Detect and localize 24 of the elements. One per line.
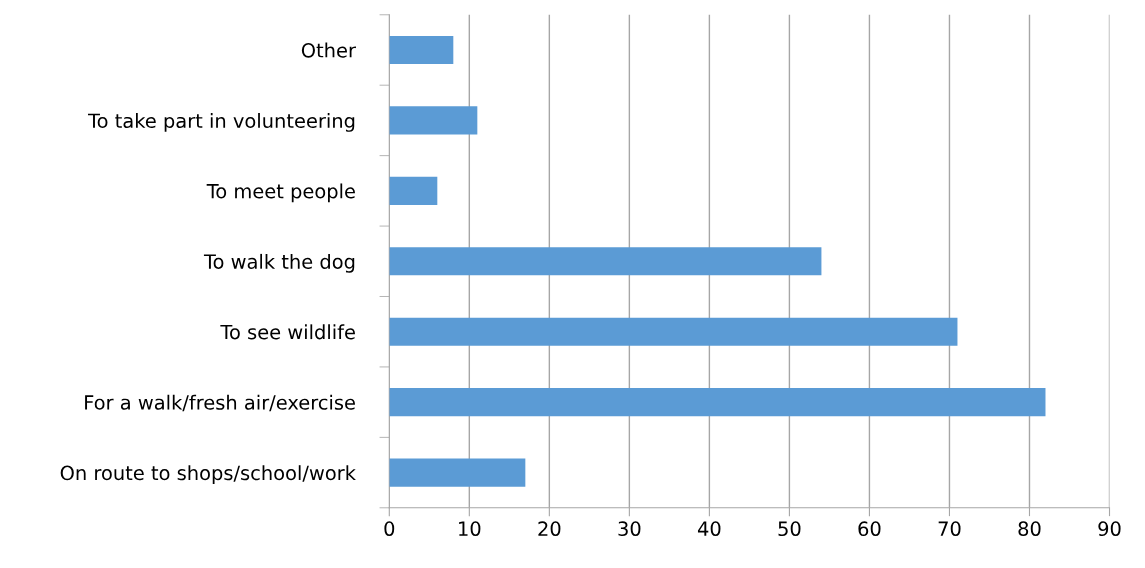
x-tick-label: 10	[459, 521, 481, 537]
bar	[389, 35, 454, 65]
x-tick-label: 30	[618, 521, 641, 537]
y-tick-label: To take part in volunteering	[87, 113, 355, 132]
x-tick-label: 60	[858, 521, 881, 537]
y-tick-label: On route to shops/school/work	[60, 465, 356, 485]
y-tick-label: To walk the dog	[203, 253, 355, 273]
bar	[389, 458, 526, 487]
x-tick-label: 70	[938, 521, 961, 537]
x-tick-label: 90	[1098, 521, 1121, 537]
bar	[389, 176, 438, 205]
bar	[389, 106, 478, 135]
x-tick-label: 50	[778, 521, 801, 537]
y-tick-label: Other	[301, 42, 356, 58]
y-tick-label: For a walk/fresh air/exercise	[85, 394, 355, 412]
x-tick-label: 40	[697, 521, 721, 537]
y-tick-label: To meet people	[206, 183, 355, 203]
bar	[389, 317, 958, 346]
bar	[389, 388, 1046, 417]
x-tick-label: 20	[538, 521, 561, 537]
x-tick-label: 80	[1018, 521, 1041, 537]
x-tick-label: 0	[384, 521, 395, 537]
bar	[389, 247, 822, 276]
y-tick-label: To see wildlife	[220, 324, 355, 340]
